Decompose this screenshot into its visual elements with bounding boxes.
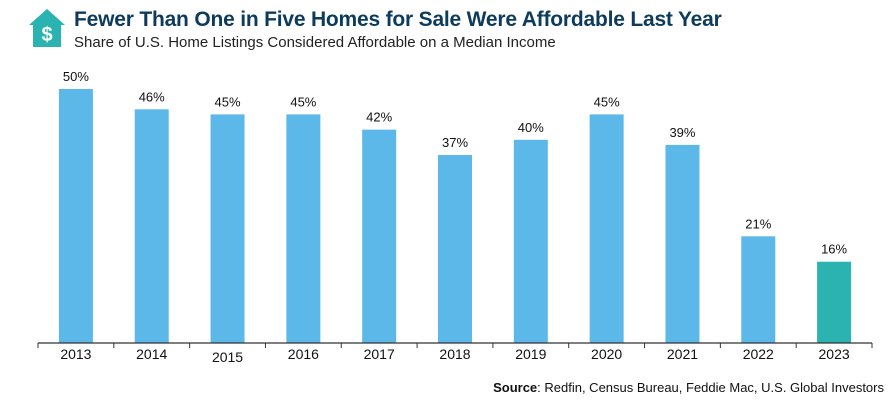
data-label-2022: 21% — [745, 216, 771, 231]
data-label-2018: 37% — [442, 135, 468, 150]
bar-2021 — [665, 144, 700, 343]
source-note: Source: Redfin, Census Bureau, Feddie Ma… — [493, 380, 884, 395]
dollar-symbol: $ — [41, 24, 52, 46]
bar-2014 — [134, 109, 169, 343]
bar-2020 — [589, 114, 624, 344]
x-tick-label-2023: 2023 — [819, 346, 850, 362]
x-tick-label-2020: 2020 — [591, 346, 622, 362]
data-label-2015: 45% — [215, 94, 241, 109]
bar-2023 — [817, 261, 852, 343]
x-tick-label-2022: 2022 — [743, 346, 774, 362]
x-tick-label-2014: 2014 — [136, 346, 167, 362]
data-label-2016: 45% — [290, 94, 316, 109]
x-tick-label-2017: 2017 — [364, 346, 395, 362]
bar-2022 — [741, 236, 776, 343]
bar-2018 — [438, 155, 472, 343]
data-label-2021: 39% — [669, 125, 695, 140]
x-tick-label-2015: 2015 — [212, 349, 243, 365]
bar-2013 — [58, 89, 93, 343]
x-tick-label-2018: 2018 — [439, 346, 470, 362]
data-label-2020: 45% — [594, 94, 620, 109]
data-label-2014: 46% — [139, 89, 165, 104]
x-tick-label-2021: 2021 — [667, 346, 698, 362]
bar-2017 — [362, 129, 397, 343]
chart-title: Fewer Than One in Five Homes for Sale We… — [74, 8, 722, 31]
bar-2016 — [286, 114, 321, 344]
bar-2015 — [210, 114, 245, 344]
source-text: : Redfin, Census Bureau, Feddie Mac, U.S… — [537, 380, 884, 395]
source-label: Source — [493, 380, 538, 395]
data-label-2013: 50% — [63, 69, 89, 84]
data-label-2019: 40% — [518, 120, 544, 135]
chart-subtitle: Share of U.S. Home Listings Considered A… — [74, 34, 556, 51]
data-label-2023: 16% — [821, 242, 847, 257]
x-tick-label-2013: 2013 — [60, 346, 91, 362]
data-label-2017: 42% — [366, 110, 392, 125]
x-tick-label-2019: 2019 — [515, 346, 546, 362]
x-tick-label-2016: 2016 — [288, 346, 319, 362]
bar-2019 — [513, 139, 548, 343]
house-dollar-icon: $ — [29, 9, 65, 47]
